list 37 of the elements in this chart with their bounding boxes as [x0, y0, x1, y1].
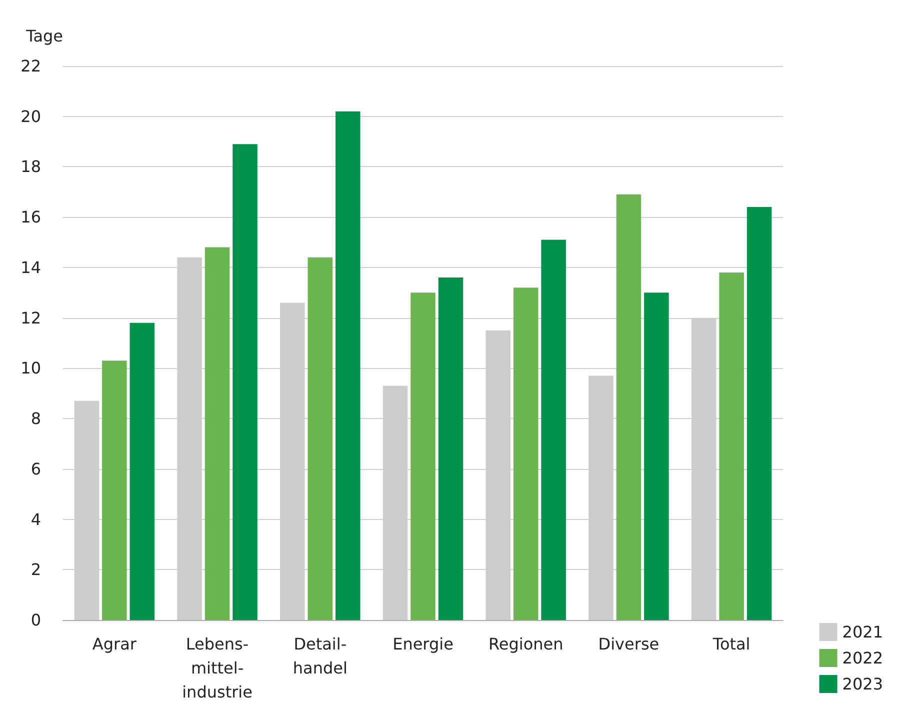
x-tick-label: Energie: [392, 634, 454, 654]
x-tick-label: Diverse: [598, 634, 660, 654]
bar: [232, 144, 258, 620]
y-tick-label: 2: [30, 560, 41, 580]
bar: [719, 272, 744, 620]
x-tick-label: Regionen: [488, 634, 564, 654]
bar: [102, 360, 127, 620]
y-tick-label: 8: [30, 409, 41, 428]
bar: [335, 111, 360, 620]
x-tick-label: Lebens- mittel- industrie: [182, 634, 252, 702]
bar: [541, 240, 566, 620]
bar: [644, 292, 669, 620]
legend-label: 2022: [842, 648, 883, 668]
bar: [746, 207, 772, 620]
y-tick-label: 6: [30, 459, 41, 478]
bar: [616, 194, 642, 620]
y-tick-label: 14: [20, 258, 41, 277]
bar: [513, 288, 538, 620]
y-tick-label: 16: [20, 208, 41, 227]
x-tick-label: Agrar: [92, 634, 137, 654]
bar: [438, 278, 464, 620]
y-tick-label: 0: [30, 610, 41, 630]
x-tick-label: Detail- handel: [292, 634, 348, 678]
bar: [130, 322, 155, 620]
y-tick-label: 22: [20, 56, 41, 76]
legend-label: 2023: [842, 674, 883, 694]
y-axis-title: Tage: [25, 26, 63, 46]
y-tick-label: 4: [30, 510, 41, 529]
bar: [410, 292, 436, 620]
y-tick-label: 10: [20, 358, 41, 378]
legend-label: 2021: [842, 622, 883, 642]
x-tick-label: Total: [712, 634, 750, 654]
bar: [308, 257, 333, 620]
bar: [204, 247, 230, 620]
y-tick-label: 18: [20, 157, 41, 176]
y-tick-label: 12: [20, 308, 41, 328]
y-tick-label: 20: [20, 106, 41, 126]
